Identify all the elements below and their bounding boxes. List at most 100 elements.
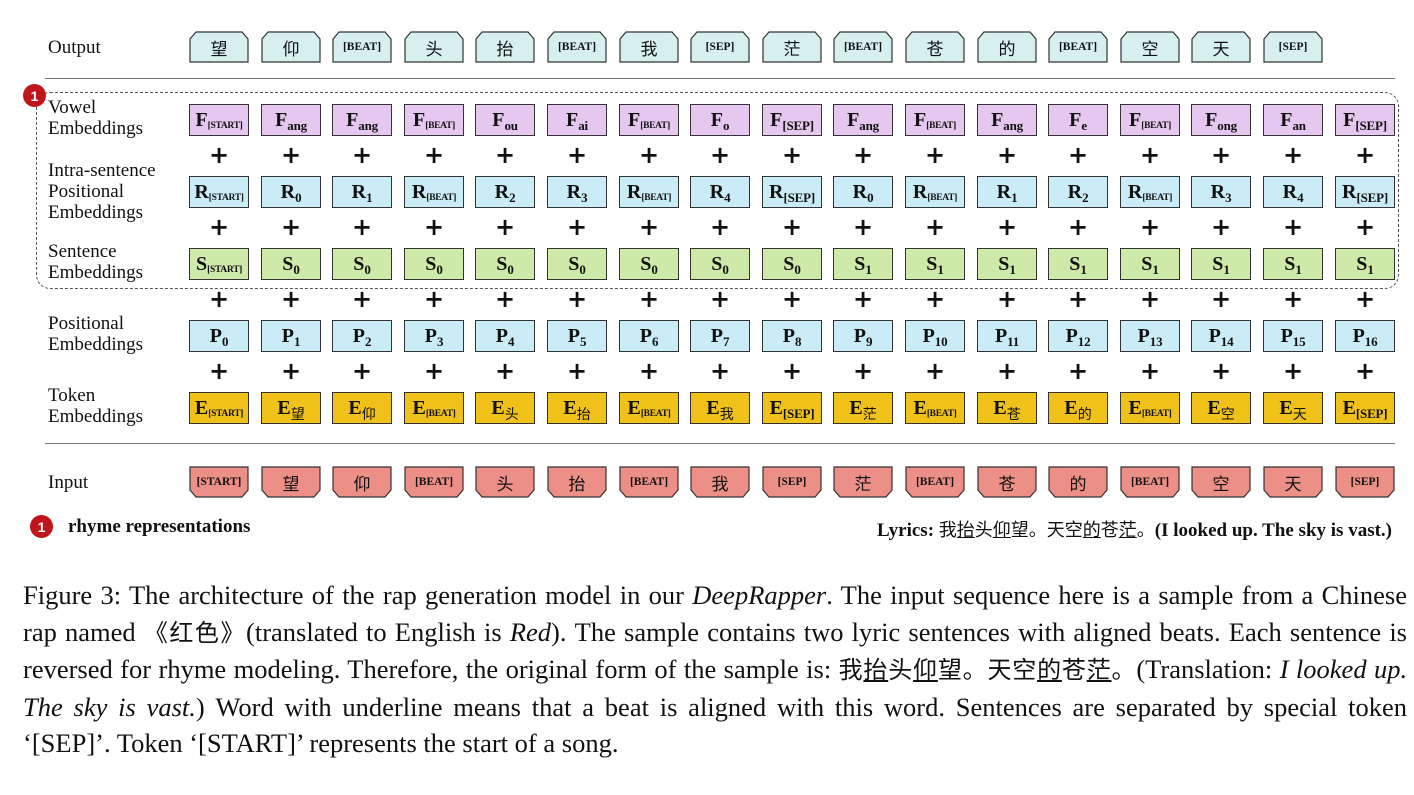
- positional-embedding-subscript: 16: [1364, 334, 1378, 349]
- intra-positional-embedding-subscript: 4: [1297, 190, 1304, 205]
- token-embedding-symbol: E: [348, 396, 362, 419]
- intra-positional-embedding-subscript: [SEP]: [1356, 190, 1388, 205]
- positional-label-line1: Positional: [48, 313, 125, 334]
- input-token-label: 抬: [568, 474, 586, 495]
- lyric-segment: 仰: [992, 520, 1011, 541]
- vowel-embedding-subscript: e: [1081, 118, 1087, 133]
- plus-sign: +: [1139, 213, 1161, 241]
- positional-embedding: P 10: [905, 320, 965, 352]
- sentence-embedding-symbol: S: [425, 252, 437, 275]
- positional-embedding-symbol: P: [1137, 324, 1150, 347]
- input-token: [BEAT]: [1120, 466, 1180, 498]
- sentence-embeddings-label: Sentence Embeddings: [48, 241, 143, 283]
- plus-sign: +: [423, 357, 445, 385]
- sentence-embedding-subscript: 1: [1009, 262, 1016, 277]
- token-embedding-symbol: E: [194, 396, 209, 419]
- intra-label-line2: Positional: [48, 181, 125, 202]
- sentence-embedding: S [START]: [189, 248, 249, 280]
- vowel-embedding-symbol: F: [275, 108, 288, 131]
- positional-embedding-subscript: 12: [1077, 334, 1091, 349]
- input-token-label: 的: [1069, 474, 1087, 495]
- intra-positional-embedding-subscript: [BEAT]: [1142, 193, 1173, 203]
- token-embedding-subscript: 空: [1220, 407, 1235, 423]
- intra-positional-embedding-subscript: 1: [366, 190, 373, 205]
- positional-embedding-subscript: 1: [293, 334, 301, 349]
- vowel-embedding-subscript: [BEAT]: [926, 121, 956, 131]
- input-token-label: [START]: [196, 476, 242, 488]
- plus-sign: +: [1282, 357, 1304, 385]
- sentence-embedding-symbol: S: [496, 252, 508, 275]
- token-embedding: E [SEP]: [1335, 392, 1395, 424]
- intra-positional-embedding-subscript: [BEAT]: [641, 193, 672, 203]
- plus-sign: +: [280, 213, 302, 241]
- input-token: 我: [690, 466, 750, 498]
- sentence-embedding-subscript: 0: [794, 262, 801, 277]
- intra-positional-embedding: R [BEAT]: [404, 176, 464, 208]
- vowel-embedding-subscript: o: [722, 118, 730, 133]
- positional-embedding: P 15: [1263, 320, 1323, 352]
- output-token: [SEP]: [690, 31, 750, 63]
- vowel-embedding-subscript: [SEP]: [782, 118, 814, 133]
- vowel-embedding-subscript: [BEAT]: [640, 121, 670, 131]
- lyric-segment: 抬: [956, 520, 975, 541]
- output-token-label: 抬: [496, 39, 514, 60]
- input-token-label: 我: [711, 474, 729, 495]
- plus-sign: +: [566, 213, 588, 241]
- intra-positional-embedding: R [SEP]: [762, 176, 822, 208]
- plus-sign: +: [494, 141, 516, 169]
- plus-sign: +: [709, 357, 731, 385]
- sentence-embedding-symbol: S: [640, 252, 652, 275]
- input-token: 空: [1191, 466, 1251, 498]
- token-embedding-symbol: E: [913, 396, 927, 419]
- sentence-embedding-subscript: [START]: [207, 265, 242, 275]
- lyric-segment: 茫: [1086, 656, 1112, 685]
- intra-positional-embedding-symbol: R: [912, 180, 928, 203]
- plus-sign: +: [351, 141, 373, 169]
- vowel-embedding-symbol: F: [628, 108, 641, 131]
- plus-sign: +: [852, 213, 874, 241]
- input-token-label: 仰: [353, 474, 371, 495]
- output-row-label: Output: [48, 37, 101, 58]
- intra-positional-embedding-symbol: R: [1342, 180, 1357, 203]
- lyric-segment: 茫: [1118, 520, 1137, 541]
- input-token-label: 茫: [854, 474, 872, 495]
- output-token-label: 空: [1141, 39, 1159, 60]
- intra-positional-embedding: R [BEAT]: [905, 176, 965, 208]
- output-token-label: 头: [425, 39, 443, 60]
- intra-sentence-positional-label: Intra-sentence Positional Embeddings: [48, 160, 156, 223]
- intra-positional-embedding: R [BEAT]: [619, 176, 679, 208]
- plus-sign: +: [351, 213, 373, 241]
- token-embedding-symbol: E: [412, 396, 426, 419]
- positional-embedding-symbol: P: [710, 324, 723, 347]
- plus-sign: +: [1210, 285, 1232, 313]
- vowel-embedding-subscript: ang: [1003, 118, 1023, 133]
- output-token: 望: [189, 31, 249, 63]
- token-label-line2: Embeddings: [48, 406, 143, 427]
- input-token: [BEAT]: [404, 466, 464, 498]
- plus-sign: +: [852, 357, 874, 385]
- lyrics-prefix: Lyrics:: [877, 520, 939, 541]
- lyric-segment: 的: [1037, 656, 1062, 685]
- positional-embedding-symbol: P: [1280, 324, 1293, 347]
- rhyme-representations-box: [36, 92, 1399, 289]
- plus-sign: +: [423, 213, 445, 241]
